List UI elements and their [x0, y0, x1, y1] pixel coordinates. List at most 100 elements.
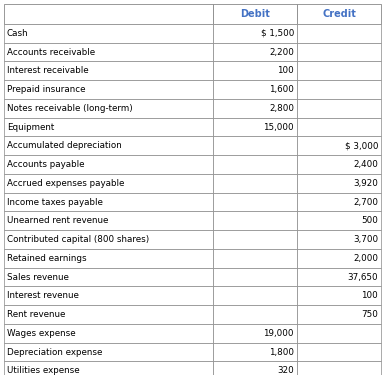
Text: Retained earnings: Retained earnings	[7, 254, 87, 263]
Text: Notes receivable (long-term): Notes receivable (long-term)	[7, 104, 132, 113]
Bar	[213, 155, 297, 174]
Text: 3,700: 3,700	[353, 235, 378, 244]
Bar	[4, 211, 213, 230]
Text: Income taxes payable: Income taxes payable	[7, 198, 103, 207]
Bar	[4, 193, 213, 211]
Text: 500: 500	[361, 216, 378, 225]
Text: Accounts receivable: Accounts receivable	[7, 48, 95, 57]
Bar	[297, 43, 381, 62]
Bar	[213, 193, 297, 211]
Text: Interest revenue: Interest revenue	[7, 291, 79, 300]
Bar	[4, 249, 213, 268]
Text: 2,000: 2,000	[353, 254, 378, 263]
Bar	[213, 343, 297, 362]
Bar	[213, 211, 297, 230]
Text: Cash: Cash	[7, 29, 28, 38]
Bar	[4, 24, 213, 43]
Bar	[4, 343, 213, 362]
Text: Utilities expense: Utilities expense	[7, 366, 79, 375]
Bar	[213, 136, 297, 155]
Text: Sales revenue: Sales revenue	[7, 273, 69, 282]
Text: 1,800: 1,800	[269, 348, 294, 357]
Bar	[297, 362, 381, 375]
Text: 750: 750	[361, 310, 378, 319]
Text: 3,920: 3,920	[353, 179, 378, 188]
Text: 100: 100	[362, 291, 378, 300]
Bar	[4, 305, 213, 324]
Bar	[213, 249, 297, 268]
Text: 19,000: 19,000	[263, 329, 294, 338]
Bar	[213, 324, 297, 343]
Bar	[297, 174, 381, 193]
Bar	[297, 155, 381, 174]
Bar	[297, 324, 381, 343]
Bar	[213, 99, 297, 118]
Bar	[213, 268, 297, 286]
Bar	[213, 305, 297, 324]
Bar	[213, 80, 297, 99]
Bar	[297, 268, 381, 286]
Text: 2,700: 2,700	[353, 198, 378, 207]
Bar	[297, 99, 381, 118]
Bar	[4, 136, 213, 155]
Bar	[4, 286, 213, 305]
Bar	[4, 268, 213, 286]
Text: Accrued expenses payable: Accrued expenses payable	[7, 179, 124, 188]
Text: Credit: Credit	[322, 9, 356, 19]
Bar	[297, 80, 381, 99]
Text: Accounts payable: Accounts payable	[7, 160, 84, 169]
Text: $ 1,500: $ 1,500	[261, 29, 294, 38]
Bar	[297, 230, 381, 249]
Bar	[4, 80, 213, 99]
Text: Prepaid insurance: Prepaid insurance	[7, 85, 85, 94]
Bar	[297, 118, 381, 136]
Bar	[297, 286, 381, 305]
Bar	[297, 305, 381, 324]
Bar	[297, 193, 381, 211]
Bar	[297, 24, 381, 43]
Text: 2,400: 2,400	[353, 160, 378, 169]
Text: Debit: Debit	[240, 9, 270, 19]
Text: 320: 320	[277, 366, 294, 375]
Text: Unearned rent revenue: Unearned rent revenue	[7, 216, 108, 225]
Text: 2,200: 2,200	[269, 48, 294, 57]
Text: Rent revenue: Rent revenue	[7, 310, 65, 319]
Bar	[297, 62, 381, 80]
Bar	[297, 249, 381, 268]
Bar	[213, 118, 297, 136]
Bar	[213, 362, 297, 375]
Bar	[213, 24, 297, 43]
Bar	[4, 230, 213, 249]
Bar	[4, 99, 213, 118]
Bar	[297, 136, 381, 155]
Bar	[297, 211, 381, 230]
Text: Interest receivable: Interest receivable	[7, 66, 89, 75]
Text: Accumulated depreciation: Accumulated depreciation	[7, 141, 122, 150]
Bar	[213, 62, 297, 80]
Text: $ 3,000: $ 3,000	[345, 141, 378, 150]
Bar	[4, 362, 213, 375]
Bar	[4, 174, 213, 193]
Bar	[4, 4, 213, 24]
Text: 2,800: 2,800	[269, 104, 294, 113]
Text: Depreciation expense: Depreciation expense	[7, 348, 102, 357]
Text: Wages expense: Wages expense	[7, 329, 75, 338]
Bar	[4, 118, 213, 136]
Text: 100: 100	[277, 66, 294, 75]
Bar	[4, 155, 213, 174]
Bar	[213, 286, 297, 305]
Text: 15,000: 15,000	[263, 123, 294, 132]
Bar	[213, 174, 297, 193]
Text: 1,600: 1,600	[269, 85, 294, 94]
Text: Equipment: Equipment	[7, 123, 54, 132]
Text: Contributed capital (800 shares): Contributed capital (800 shares)	[7, 235, 149, 244]
Bar	[4, 324, 213, 343]
Bar	[297, 343, 381, 362]
Bar	[213, 43, 297, 62]
Bar	[297, 4, 381, 24]
Text: 37,650: 37,650	[348, 273, 378, 282]
Bar	[4, 43, 213, 62]
Bar	[213, 4, 297, 24]
Bar	[4, 62, 213, 80]
Bar	[213, 230, 297, 249]
